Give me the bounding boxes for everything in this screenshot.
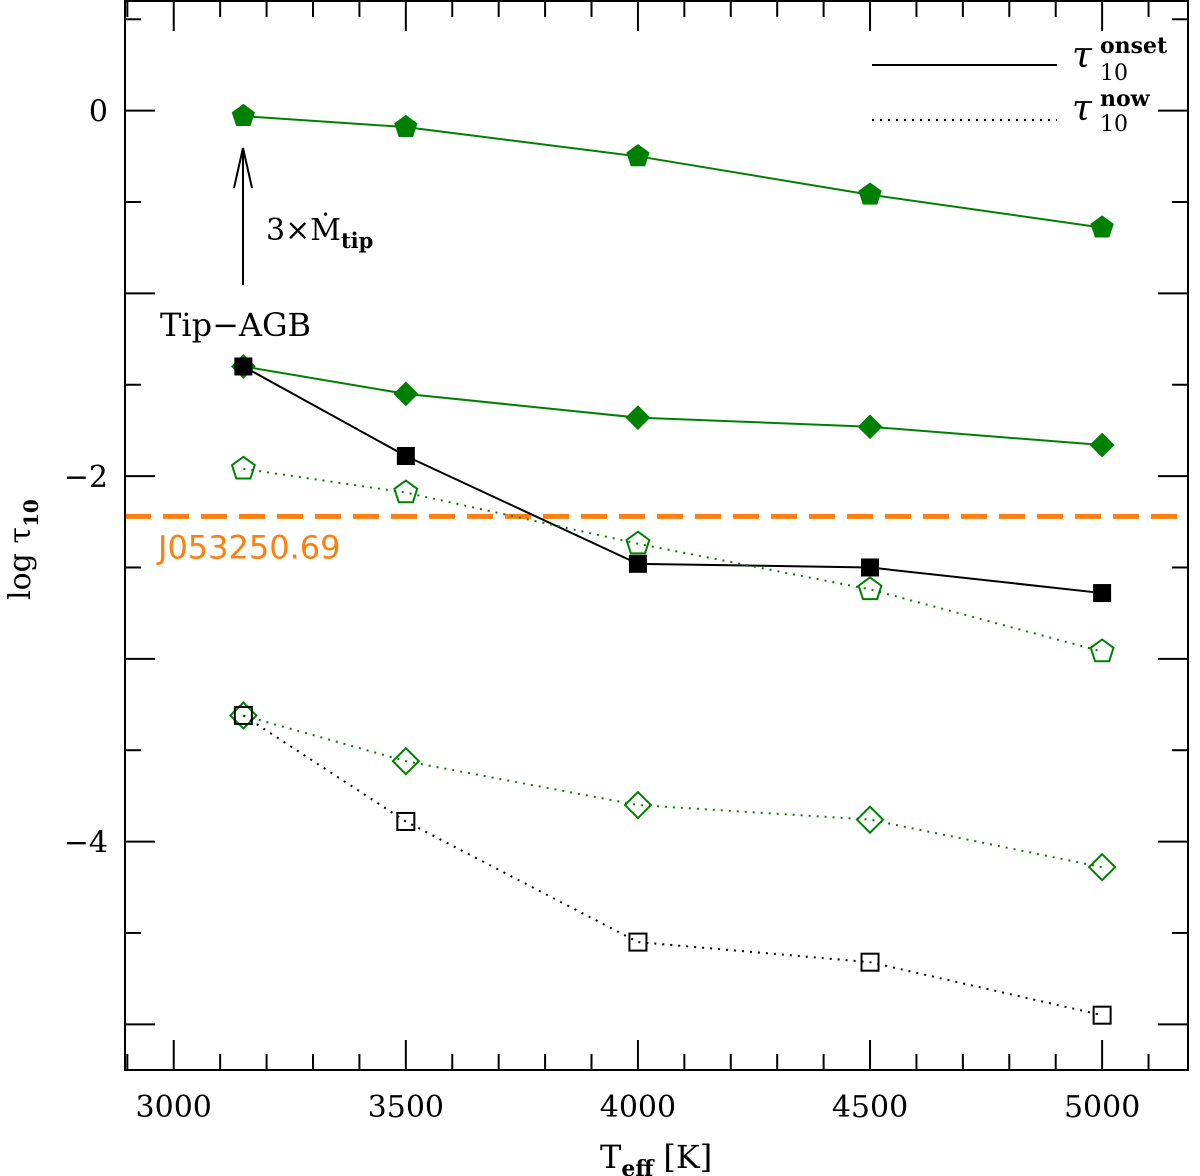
reference-line-label: J053250.69: [156, 528, 340, 566]
tip-agb-label: Tip−AGB: [160, 306, 311, 344]
x-tick-label: 4500: [832, 1090, 908, 1125]
series-line: [242, 365, 1103, 595]
pentagon-marker: [857, 576, 883, 601]
x-tick-label: 3000: [136, 1090, 212, 1125]
legend: τ onset 10 τ now 10: [872, 33, 1168, 137]
diamond-marker: [391, 746, 421, 776]
arrow-label: 3×Ṁtip: [266, 212, 373, 253]
pentagon-marker: [858, 182, 882, 205]
x-tick-label: 5000: [1064, 1090, 1140, 1125]
square-marker: [396, 447, 415, 466]
series-green-diamonds-onset: [230, 354, 1115, 458]
y-tick-label: −2: [64, 460, 108, 495]
square-marker: [628, 554, 647, 573]
series-3x-mdot-tip-now: [230, 455, 1115, 663]
square-marker: [1093, 584, 1112, 603]
diamond-marker: [1087, 852, 1117, 882]
legend-sub-now: 10: [1100, 112, 1128, 137]
diamond-marker: [1089, 432, 1115, 458]
diamond-marker: [625, 405, 651, 431]
series-line: [242, 714, 1103, 1017]
series-line: [243, 365, 1103, 447]
diamond-marker: [857, 414, 883, 440]
pentagon-marker: [625, 530, 651, 555]
x-axis-label: Teff [K]: [600, 1138, 712, 1176]
legend-sup-onset: onset: [1100, 33, 1168, 59]
plot-frame: [124, 0, 1189, 1071]
series-line: [243, 714, 1103, 869]
diamond-marker: [855, 805, 885, 835]
legend-symbol-now: τ: [1072, 88, 1093, 129]
x-tick-label: 4000: [600, 1090, 676, 1125]
y-axis-label: log τ10: [3, 499, 43, 600]
series-tip-agb-onset: [234, 357, 1112, 603]
square-marker: [396, 811, 416, 831]
pentagon-marker: [231, 103, 255, 126]
square-marker: [234, 357, 253, 376]
pentagon-marker: [230, 455, 256, 480]
series-line: [243, 115, 1103, 229]
series-tip-agb-now: [233, 705, 1112, 1025]
square-marker: [628, 932, 648, 952]
series-line: [243, 467, 1103, 653]
pentagon-marker: [1090, 215, 1114, 238]
arrow-head-icon: [233, 147, 253, 189]
y-tick-label: 0: [89, 95, 108, 130]
square-marker: [233, 705, 253, 725]
square-marker: [860, 952, 880, 972]
square-marker: [1092, 1005, 1112, 1025]
legend-symbol-onset: τ: [1072, 35, 1093, 76]
legend-sup-now: now: [1100, 86, 1151, 112]
series-3x-mdot-tip-onset: [231, 103, 1114, 238]
pentagon-marker: [394, 114, 418, 137]
series-green-diamonds-now: [228, 701, 1117, 882]
pentagon-marker: [1089, 638, 1115, 663]
diamond-marker: [623, 790, 653, 820]
pentagon-marker: [626, 144, 650, 167]
legend-sub-onset: 10: [1100, 61, 1128, 86]
pentagon-marker: [393, 479, 419, 504]
square-marker: [861, 558, 880, 577]
x-tick-label: 3500: [368, 1090, 444, 1125]
y-tick-label: −4: [64, 826, 108, 861]
diamond-marker: [393, 381, 419, 407]
